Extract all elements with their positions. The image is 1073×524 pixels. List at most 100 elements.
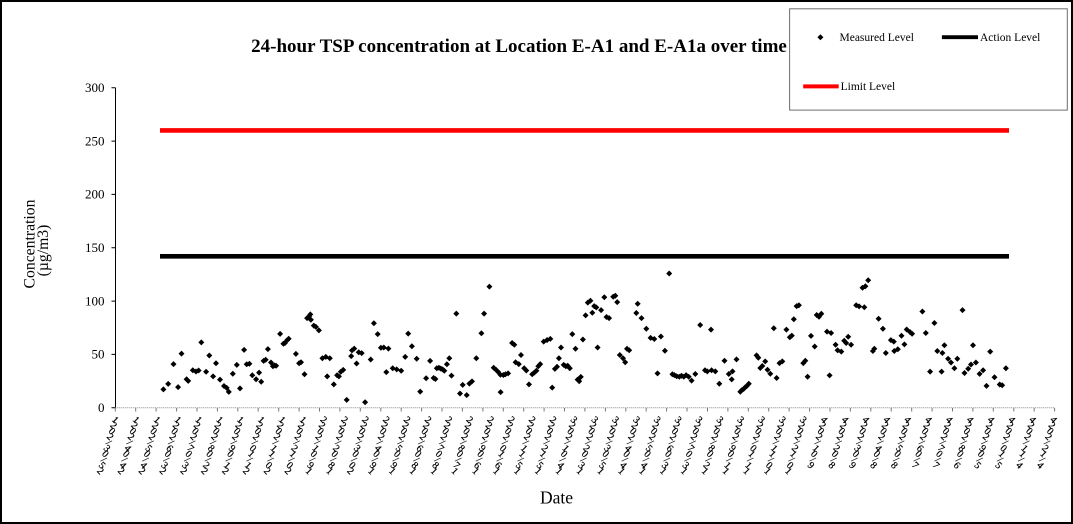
svg-text:1: 1 <box>768 443 779 454</box>
svg-text:6: 6 <box>163 443 174 454</box>
svg-text:1: 1 <box>636 466 647 477</box>
svg-text:/: / <box>666 438 676 448</box>
svg-text:0: 0 <box>335 426 346 437</box>
svg-text:2: 2 <box>104 432 115 443</box>
svg-text:/: / <box>891 455 901 465</box>
svg-text:0: 0 <box>877 426 888 437</box>
svg-text:0: 0 <box>747 443 758 454</box>
svg-text:2: 2 <box>337 420 348 431</box>
svg-text:/: / <box>750 438 760 448</box>
svg-text:3: 3 <box>797 415 808 426</box>
svg-text:1: 1 <box>537 449 548 460</box>
svg-text:0: 0 <box>711 426 722 437</box>
svg-text:2: 2 <box>1022 432 1033 443</box>
svg-text:/: / <box>124 438 134 448</box>
svg-text:2: 2 <box>942 420 953 431</box>
svg-text:6: 6 <box>492 460 503 471</box>
svg-text:2: 2 <box>701 460 712 471</box>
svg-text:2: 2 <box>289 443 300 454</box>
svg-text:0: 0 <box>919 426 930 437</box>
svg-text:2: 2 <box>505 415 516 426</box>
svg-text:1: 1 <box>1017 449 1028 460</box>
svg-text:/: / <box>807 455 817 465</box>
svg-text:6: 6 <box>914 443 925 454</box>
svg-text:/: / <box>328 455 338 465</box>
svg-text:2: 2 <box>605 432 616 443</box>
svg-text:0: 0 <box>454 449 465 460</box>
svg-text:/: / <box>458 438 468 448</box>
svg-text:4: 4 <box>555 460 566 471</box>
svg-text:3: 3 <box>589 415 600 426</box>
svg-text:/: / <box>541 438 551 448</box>
svg-text:0: 0 <box>231 426 242 437</box>
svg-text:3: 3 <box>351 443 362 454</box>
svg-text:3: 3 <box>756 415 767 426</box>
svg-text:2: 2 <box>542 432 553 443</box>
svg-text:0: 0 <box>497 443 508 454</box>
svg-text:1: 1 <box>407 466 418 477</box>
svg-text:2: 2 <box>354 432 365 443</box>
svg-text:0: 0 <box>168 426 179 437</box>
svg-text:2: 2 <box>464 415 475 426</box>
svg-text:0: 0 <box>1023 426 1034 437</box>
svg-text:Limit Level: Limit Level <box>841 81 896 93</box>
svg-text:2: 2 <box>897 432 908 443</box>
svg-text:2: 2 <box>691 420 702 431</box>
svg-text:/: / <box>641 455 651 465</box>
svg-text:0: 0 <box>502 426 513 437</box>
svg-text:/: / <box>724 455 734 465</box>
svg-text:300: 300 <box>85 80 105 95</box>
svg-text:1: 1 <box>996 449 1007 460</box>
svg-text:/: / <box>224 455 234 465</box>
svg-text:/: / <box>161 455 171 465</box>
svg-text:/: / <box>479 438 489 448</box>
svg-text:/: / <box>849 455 859 465</box>
svg-text:/: / <box>645 438 655 448</box>
svg-text:/: / <box>995 455 1005 465</box>
svg-text:4: 4 <box>617 460 628 471</box>
svg-text:/: / <box>416 438 426 448</box>
svg-text:2: 2 <box>274 420 285 431</box>
svg-text:0: 0 <box>763 460 774 471</box>
svg-text:/: / <box>187 438 197 448</box>
svg-text:0: 0 <box>940 426 951 437</box>
svg-text:/: / <box>1016 455 1026 465</box>
svg-text:/: / <box>500 438 510 448</box>
svg-text:2: 2 <box>396 432 407 443</box>
svg-text:(µg/m3): (µg/m3) <box>35 225 52 277</box>
svg-text:2: 2 <box>282 466 293 477</box>
svg-text:7: 7 <box>435 443 446 454</box>
svg-text:/: / <box>390 455 400 465</box>
svg-text:5: 5 <box>893 443 904 454</box>
svg-text:/: / <box>515 455 525 465</box>
svg-text:9: 9 <box>476 443 487 454</box>
svg-text:/: / <box>203 455 213 465</box>
svg-text:1: 1 <box>560 443 571 454</box>
svg-text:2: 2 <box>358 420 369 431</box>
svg-text:3: 3 <box>776 415 787 426</box>
svg-text:2: 2 <box>188 432 199 443</box>
svg-text:0: 0 <box>933 449 944 460</box>
svg-text:3: 3 <box>852 443 863 454</box>
svg-text:/: / <box>244 455 254 465</box>
svg-text:2: 2 <box>316 420 327 431</box>
svg-text:2: 2 <box>608 420 619 431</box>
svg-text:1: 1 <box>297 415 308 426</box>
svg-text:2: 2 <box>629 420 640 431</box>
svg-text:2: 2 <box>670 420 681 431</box>
svg-text:50: 50 <box>92 347 105 362</box>
svg-text:/: / <box>979 438 989 448</box>
svg-text:2: 2 <box>233 420 244 431</box>
svg-text:2: 2 <box>125 432 136 443</box>
svg-text:/: / <box>103 438 113 448</box>
svg-text:0: 0 <box>377 426 388 437</box>
svg-text:2: 2 <box>212 420 223 431</box>
svg-text:5: 5 <box>534 460 545 471</box>
svg-text:0: 0 <box>106 426 117 437</box>
svg-text:/: / <box>974 455 984 465</box>
svg-text:7: 7 <box>935 443 946 454</box>
svg-text:4: 4 <box>138 460 149 471</box>
svg-text:1: 1 <box>787 449 798 460</box>
svg-text:/: / <box>687 438 697 448</box>
svg-text:2: 2 <box>526 415 537 426</box>
